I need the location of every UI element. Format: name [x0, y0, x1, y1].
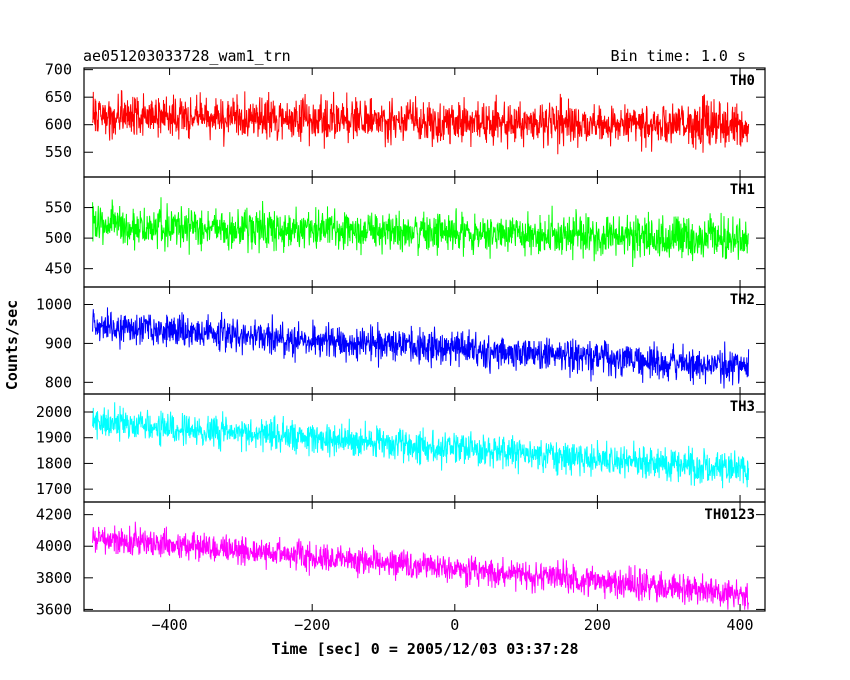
y-tick-label: 650 [45, 88, 72, 106]
series-line-th0123 [92, 521, 750, 610]
y-tick-label: 1000 [36, 296, 72, 314]
y-tick-label: 500 [45, 229, 72, 247]
y-tick-label: 550 [45, 199, 72, 217]
panel-th0123: 3600 3800 4000 4200 TH0123 [36, 501, 766, 618]
x-tick-label: 400 [726, 616, 753, 634]
y-tick-label: 1700 [36, 480, 72, 498]
y-tick-label: 1900 [36, 429, 72, 447]
y-tick-label: 3800 [36, 569, 72, 587]
y-tick-label: 4200 [36, 506, 72, 524]
y-tick-label: 800 [45, 373, 72, 391]
series-line-th0 [92, 89, 750, 155]
series-line-th3 [92, 402, 750, 489]
y-axis-label: Counts/sec [3, 300, 21, 390]
panel-th0: 550 600 650 700 TH0 [45, 61, 766, 178]
x-tick-label: 0 [450, 616, 459, 634]
x-tick-label: −400 [152, 616, 188, 634]
panel-label: TH2 [730, 292, 755, 308]
series-line-th2 [92, 307, 750, 389]
series-line-th1 [92, 197, 750, 268]
y-tick-label: 600 [45, 116, 72, 134]
y-tick-label: 900 [45, 334, 72, 352]
y-tick-label: 2000 [36, 403, 72, 421]
y-tick-label: 700 [45, 61, 72, 79]
x-axis-label: Time [sec] 0 = 2005/12/03 03:37:28 [271, 640, 578, 658]
x-tick-label: −200 [294, 616, 330, 634]
x-tick-label: 200 [584, 616, 611, 634]
panel-label: TH0123 [704, 507, 755, 523]
panel-label: TH0 [730, 73, 755, 89]
y-tick-label: 4000 [36, 537, 72, 555]
chart-title: ae051203033728_wam1_trn [83, 47, 291, 65]
panel-th3: 1700 1800 1900 2000 TH3 [36, 393, 766, 503]
y-tick-label: 3600 [36, 600, 72, 618]
y-tick-label: 1800 [36, 454, 72, 472]
y-tick-label: 450 [45, 260, 72, 278]
panels-group: 550 600 650 700 TH0 450 500 550 TH1 800 900 1000 TH2… [36, 61, 766, 618]
x-axis: −400 −200 0 200 400 [152, 616, 754, 634]
panel-frame [83, 501, 766, 612]
panel-label: TH1 [730, 182, 755, 198]
y-tick-label: 550 [45, 143, 72, 161]
panel-th2: 800 900 1000 TH2 [36, 286, 766, 395]
bin-time-label: Bin time: 1.0 s [611, 47, 746, 65]
panel-th1: 450 500 550 TH1 [45, 176, 766, 288]
panel-label: TH3 [730, 399, 755, 415]
